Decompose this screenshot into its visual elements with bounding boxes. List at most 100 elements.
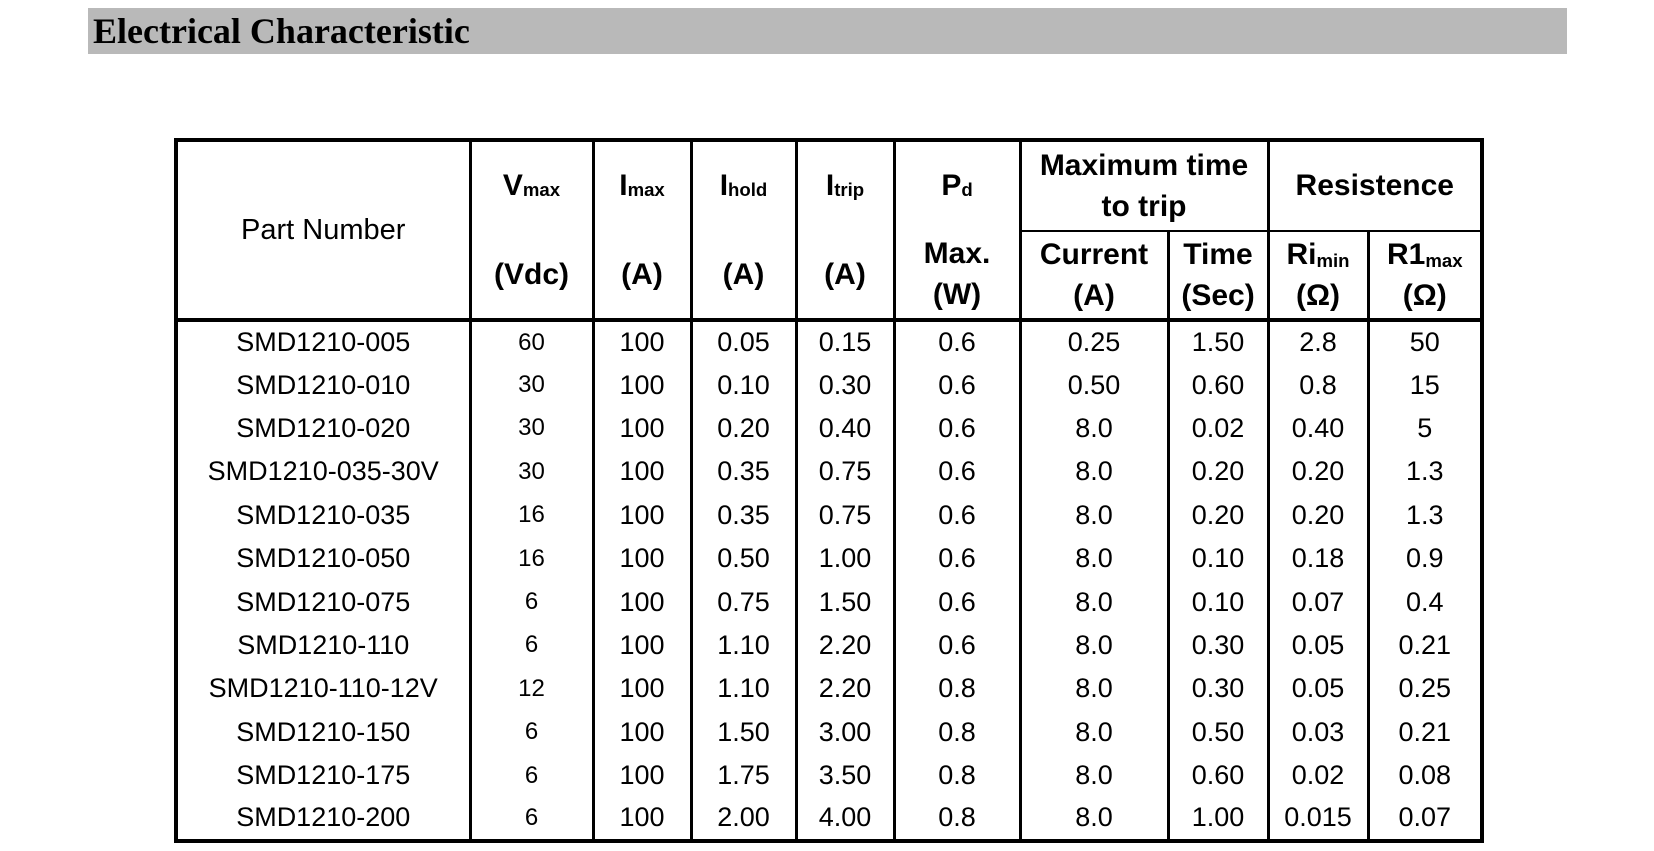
table-cell: 2.20 <box>794 623 896 668</box>
table-cell: 8.0 <box>1018 406 1170 451</box>
header-ri-min: Rimin (Ω) <box>1266 230 1370 322</box>
table-cell: 0.20 <box>1166 450 1270 494</box>
table-cell: 0.60 <box>1166 753 1270 798</box>
table-cell: 0.6 <box>892 580 1022 624</box>
table-row: SMD1210-150 6 100 1.50 3.00 0.8 8.0 0.50 0.03 0.2… <box>174 710 1484 754</box>
table-row: SMD1210-175 6 100 1.75 3.50 0.8 8.0 0.60 0.02 0.0… <box>174 753 1484 798</box>
table-cell: 12 <box>468 667 595 711</box>
table-cell: 60 <box>468 320 595 364</box>
table-cell: 100 <box>591 580 693 624</box>
table-row: SMD1210-110-12V 12 100 1.10 2.20 0.8 8.0 0.30 0.… <box>174 667 1484 711</box>
table-cell: 0.9 <box>1366 536 1484 581</box>
table-cell: 0.18 <box>1266 536 1370 581</box>
table-cell: 0.6 <box>892 536 1022 581</box>
table-cell: 0.10 <box>689 363 798 407</box>
table-cell: 0.30 <box>1166 623 1270 668</box>
table-cell: 1.50 <box>1166 320 1270 364</box>
table-cell: 0.8 <box>892 710 1022 754</box>
header-trip-time: Time (Sec) <box>1166 230 1270 322</box>
table-cell: 0.10 <box>1166 536 1270 581</box>
table-row: SMD1210-110 6 100 1.10 2.20 0.6 8.0 0.30 0.05 0.2… <box>174 623 1484 668</box>
part-number-cell: SMD1210-010 <box>174 363 472 407</box>
table-cell: 30 <box>468 450 595 494</box>
table-cell: 0.8 <box>892 667 1022 711</box>
table-cell: 0.07 <box>1366 797 1484 841</box>
table-row: SMD1210-050 16 100 0.50 1.00 0.6 8.0 0.10 0.18 0.… <box>174 536 1484 581</box>
header-vmax-unit: (Vdc) <box>494 257 569 291</box>
header-row-sub: Current (A) Time (Sec) Rimin (Ω) R1max (… <box>176 230 1484 322</box>
table-cell: 3.00 <box>794 710 896 754</box>
table-cell: 1.50 <box>689 710 798 754</box>
table-cell: 100 <box>591 623 693 668</box>
table-cell: 0.20 <box>1166 493 1270 537</box>
header-ihold-unit: (A) <box>722 257 765 291</box>
header-part-number: Part Number <box>174 140 472 322</box>
table-cell: 6 <box>468 580 595 624</box>
table-cell: 16 <box>468 536 595 581</box>
table-cell: 0.07 <box>1266 580 1370 624</box>
part-number-cell: SMD1210-175 <box>174 753 472 798</box>
table-cell: 0.40 <box>794 406 896 451</box>
table-cell: 0.50 <box>689 536 798 581</box>
table-row: SMD1210-075 6 100 0.75 1.50 0.6 8.0 0.10 0.07 0.4 <box>174 580 1484 624</box>
table-cell: 100 <box>591 493 693 537</box>
table-cell: 0.8 <box>892 753 1022 798</box>
table-cell: 0.20 <box>689 406 798 451</box>
part-number-cell: SMD1210-035-30V <box>174 450 472 494</box>
table-cell: 0.6 <box>892 623 1022 668</box>
header-pd-unit: Max. (W) <box>923 237 991 311</box>
table-cell: 0.75 <box>689 580 798 624</box>
table-cell: 0.50 <box>1018 363 1170 407</box>
table-cell: 30 <box>468 363 595 407</box>
table-cell: 0.30 <box>1166 667 1270 711</box>
header-max-time-to-trip: Maximum time to trip <box>1018 140 1270 232</box>
table-cell: 0.35 <box>689 493 798 537</box>
table-cell: 2.00 <box>689 797 798 841</box>
table-cell: 100 <box>591 753 693 798</box>
table-cell: 0.02 <box>1166 406 1270 451</box>
table-cell: 0.05 <box>1266 667 1370 711</box>
table-cell: 1.00 <box>794 536 896 581</box>
table-row: SMD1210-200 6 100 2.00 4.00 0.8 8.0 1.00 0.015 0.… <box>174 797 1484 841</box>
table-cell: 100 <box>591 450 693 494</box>
page-title: Electrical Characteristic <box>93 11 470 51</box>
table-cell: 1.50 <box>794 580 896 624</box>
table-cell: 0.40 <box>1266 406 1370 451</box>
table-cell: 0.015 <box>1266 797 1370 841</box>
table-cell: 0.8 <box>892 797 1022 841</box>
table-cell: 5 <box>1366 406 1484 451</box>
header-resistence: Resistence <box>1266 140 1484 232</box>
table-cell: 100 <box>591 797 693 841</box>
part-number-cell: SMD1210-020 <box>174 406 472 451</box>
table-cell: 0.25 <box>1018 320 1170 364</box>
header-imax-unit: (A) <box>621 257 663 291</box>
table-cell: 30 <box>468 406 595 451</box>
section-title-bar: Electrical Characteristic <box>88 8 1567 54</box>
table-cell: 1.75 <box>689 753 798 798</box>
part-number-cell: SMD1210-150 <box>174 710 472 754</box>
table-cell: 8.0 <box>1018 536 1170 581</box>
table-cell: 2.8 <box>1266 320 1370 364</box>
part-number-cell: SMD1210-110 <box>174 623 472 668</box>
table-cell: 8.0 <box>1018 797 1170 841</box>
table-cell: 8.0 <box>1018 493 1170 537</box>
table-cell: 0.75 <box>794 493 896 537</box>
table-cell: 1.3 <box>1366 493 1484 537</box>
table-cell: 0.6 <box>892 320 1022 364</box>
table-cell: 0.20 <box>1266 450 1370 494</box>
table-row: SMD1210-005 60 100 0.05 0.15 0.6 0.25 1.50 2.8 50 <box>174 320 1484 364</box>
table-cell: 100 <box>591 536 693 581</box>
table-cell: 8.0 <box>1018 580 1170 624</box>
table-cell: 0.6 <box>892 450 1022 494</box>
header-r1-max: R1max (Ω) <box>1366 230 1484 322</box>
table-cell: 6 <box>468 797 595 841</box>
